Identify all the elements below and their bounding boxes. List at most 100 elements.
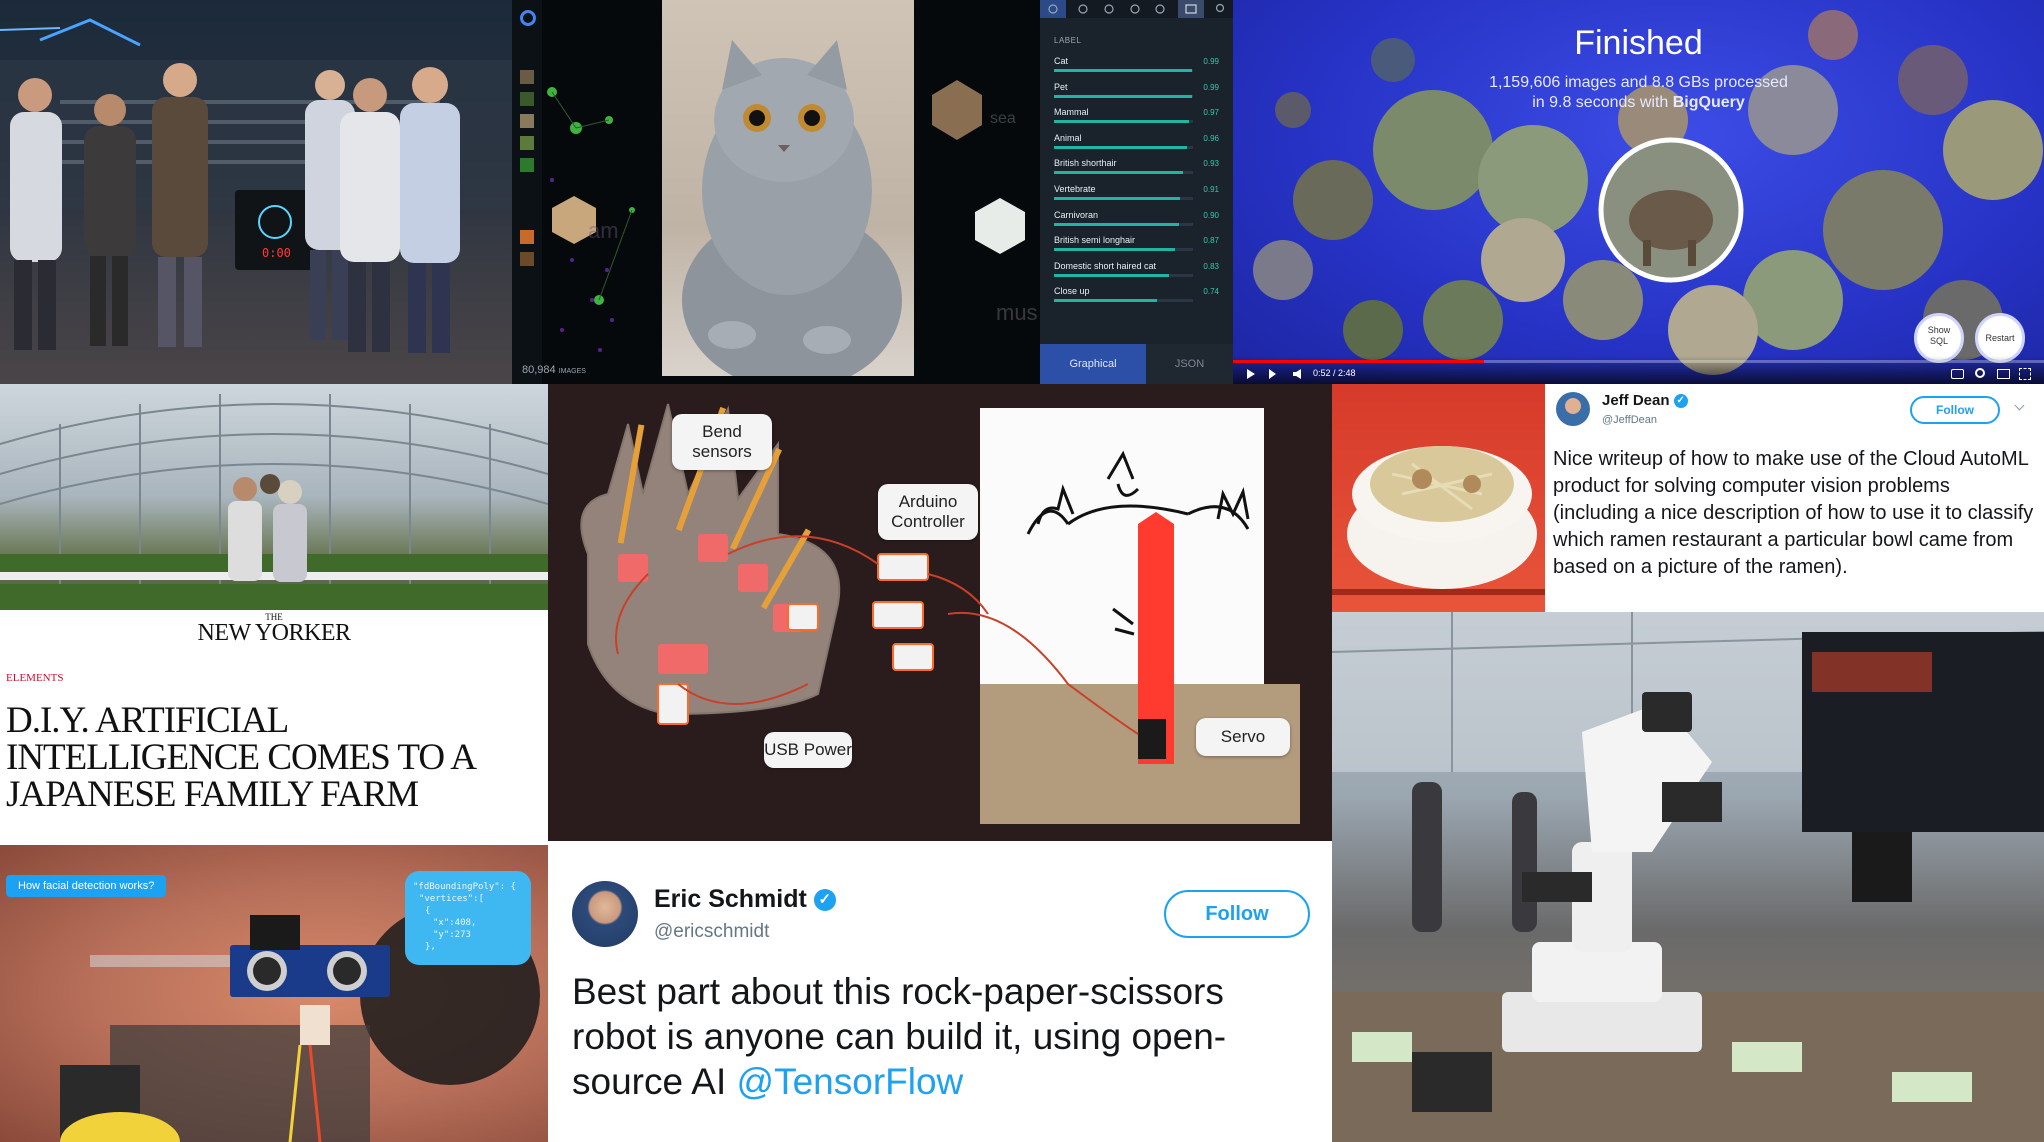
json-line-3: { (425, 906, 431, 916)
label-score: 0.83 (1203, 261, 1219, 271)
label-name: Vertebrate (1054, 184, 1096, 194)
label-score-bar (1054, 94, 1192, 98)
label-row: Animal 0.96 (1054, 133, 1219, 158)
svg-text:0:00: 0:00 (262, 246, 291, 260)
show-sql-button-label: Show SQL (1927, 325, 1951, 346)
label-score: 0.87 (1203, 236, 1219, 246)
processed-line: 1,159,606 images and 8.8 GBs processed (1489, 74, 1788, 91)
arduino-callout: Arduino Controller (878, 484, 978, 540)
glove-illustration (580, 403, 1300, 824)
verified-badge-icon: ✓ (813, 889, 836, 912)
bg-word-sea: sea (990, 110, 1016, 127)
label-name: Pet (1054, 81, 1068, 92)
usb-power-callout: USB Power (764, 732, 852, 768)
video-controls: 0:52 / 2:48 (1233, 356, 2044, 384)
section-label[interactable]: ELEMENTS (6, 672, 64, 684)
jeff-dean-tweet-card: Jeff Dean ✓ @JeffDean Follow Nice writeu… (1332, 384, 2044, 612)
fullscreen-icon[interactable] (2019, 368, 2031, 380)
facial-detection-bubble: How facial detection works? (6, 875, 167, 897)
servo-callout: Servo (1196, 718, 1290, 756)
label-row: British semi longhair 0.87 (1054, 235, 1219, 260)
face-detection-robot-photo: How facial detection works? "fdBoundingP… (0, 845, 548, 1142)
cloud-vision-logo-icon (520, 10, 536, 26)
label-row: Carnivoran 0.90 (1054, 210, 1219, 235)
label-row: Cat 0.99 (1054, 56, 1219, 81)
eric-schmidt-handle[interactable]: @ericschmidt (654, 921, 770, 942)
image-count-value: 80,984 (522, 364, 556, 376)
jeff-dean-name[interactable]: Jeff Dean (1602, 392, 1670, 409)
label-score: 0.74 (1203, 287, 1219, 297)
show-sql-button[interactable] (1914, 313, 1964, 363)
label-score-bar (1054, 299, 1157, 303)
label-row: Close up 0.74 (1054, 286, 1219, 311)
label-score-track (1054, 69, 1193, 72)
eric-schmidt-avatar[interactable] (572, 881, 638, 947)
ramen-photo (1332, 384, 1545, 612)
play-icon[interactable] (1247, 369, 1255, 379)
new-yorker-logo: NEW YORKER (197, 620, 352, 646)
label-score-bar (1054, 171, 1184, 175)
label-name: Cat (1054, 56, 1069, 66)
tweet-menu-chevron-icon[interactable] (2014, 400, 2025, 411)
label-score-track (1054, 299, 1193, 303)
jeff-dean-handle[interactable]: @JeffDean (1602, 414, 1657, 426)
article-headline[interactable]: D.I.Y. ARTIFICIAL INTELLIGENCE COMES TO … (6, 700, 475, 815)
label-name: Mammal (1054, 107, 1089, 118)
label-score-track (1054, 248, 1193, 252)
label-row: Domestic short haired cat 0.83 (1054, 261, 1219, 286)
new-yorker-logo-the: THE (265, 612, 283, 622)
panel-toolbar (1040, 0, 1233, 18)
label-score-track (1054, 145, 1193, 149)
miniplayer-icon[interactable] (1997, 369, 2010, 379)
eric-schmidt-tweet-text: Best part about this rock-paper-scissors… (572, 969, 1312, 1104)
video-time: 0:52 / 2:48 (1313, 368, 1356, 378)
image-bubbles (1253, 10, 2043, 375)
tweet-body: Best part about this rock-paper-scissors… (572, 971, 1227, 1102)
bigquery-demo: Finished 1,159,606 images and 8.8 GBs pr… (1233, 0, 2044, 384)
jeff-dean-name-row: Jeff Dean ✓ (1602, 392, 1688, 409)
label-score-track (1054, 222, 1193, 226)
settings-icon[interactable] (1975, 368, 1985, 378)
json-line-4: "x":408, (433, 918, 477, 928)
next-icon[interactable] (1269, 369, 1276, 379)
label-score: 0.91 (1203, 185, 1219, 194)
json-line-5: "y":273 (433, 930, 471, 940)
label-score-track (1054, 94, 1193, 98)
label-score-bar (1054, 248, 1175, 252)
verified-badge-icon: ✓ (1673, 394, 1688, 409)
label-score-bar (1054, 69, 1192, 72)
label-score: 0.90 (1203, 210, 1219, 220)
label-row: Pet 0.99 (1054, 82, 1219, 107)
label-score: 0.99 (1203, 57, 1219, 66)
json-line-1: "fdBoundingPoly": { (413, 882, 516, 892)
follow-eric-schmidt-button[interactable]: Follow (1164, 890, 1310, 938)
follow-jeff-dean-button[interactable]: Follow (1910, 396, 2000, 424)
label-score-track (1054, 120, 1193, 124)
label-score-bar (1054, 222, 1180, 226)
vision-api-demo: am sea mus 80,984 IMAGES (512, 0, 1233, 384)
jeff-dean-tweet-text: Nice writeup of how to make use of the C… (1553, 448, 2034, 578)
json-line-2: "vertices":[ (419, 894, 485, 904)
image-cluster-graph (520, 58, 1025, 352)
video-progress-track[interactable] (1233, 360, 2044, 363)
label-score-track (1054, 197, 1193, 200)
greenhouse-photo (0, 384, 548, 610)
tab-json[interactable]: JSON (1146, 344, 1233, 384)
label-score: 0.97 (1203, 108, 1219, 118)
captions-icon[interactable] (1951, 369, 1964, 379)
video-progress-fill (1233, 360, 1485, 363)
label-name: Animal (1054, 132, 1082, 143)
label-score: 0.99 (1203, 82, 1219, 92)
label-score-bar (1054, 273, 1170, 277)
bg-word-mus: mus (996, 300, 1038, 325)
bg-word-am: am (588, 218, 619, 243)
volume-icon[interactable] (1293, 369, 1301, 379)
labels-header: LABEL (1054, 36, 1082, 45)
jeff-dean-avatar[interactable] (1556, 392, 1590, 426)
label-score: 0.93 (1203, 159, 1219, 169)
tab-graphical[interactable]: Graphical (1040, 344, 1146, 384)
bigquery-brand: BigQuery (1672, 94, 1745, 111)
eric-schmidt-name-row: Eric Schmidt ✓ (654, 885, 836, 914)
tensorflow-mention-link[interactable]: @TensorFlow (736, 1061, 964, 1102)
eric-schmidt-name[interactable]: Eric Schmidt (654, 885, 807, 913)
